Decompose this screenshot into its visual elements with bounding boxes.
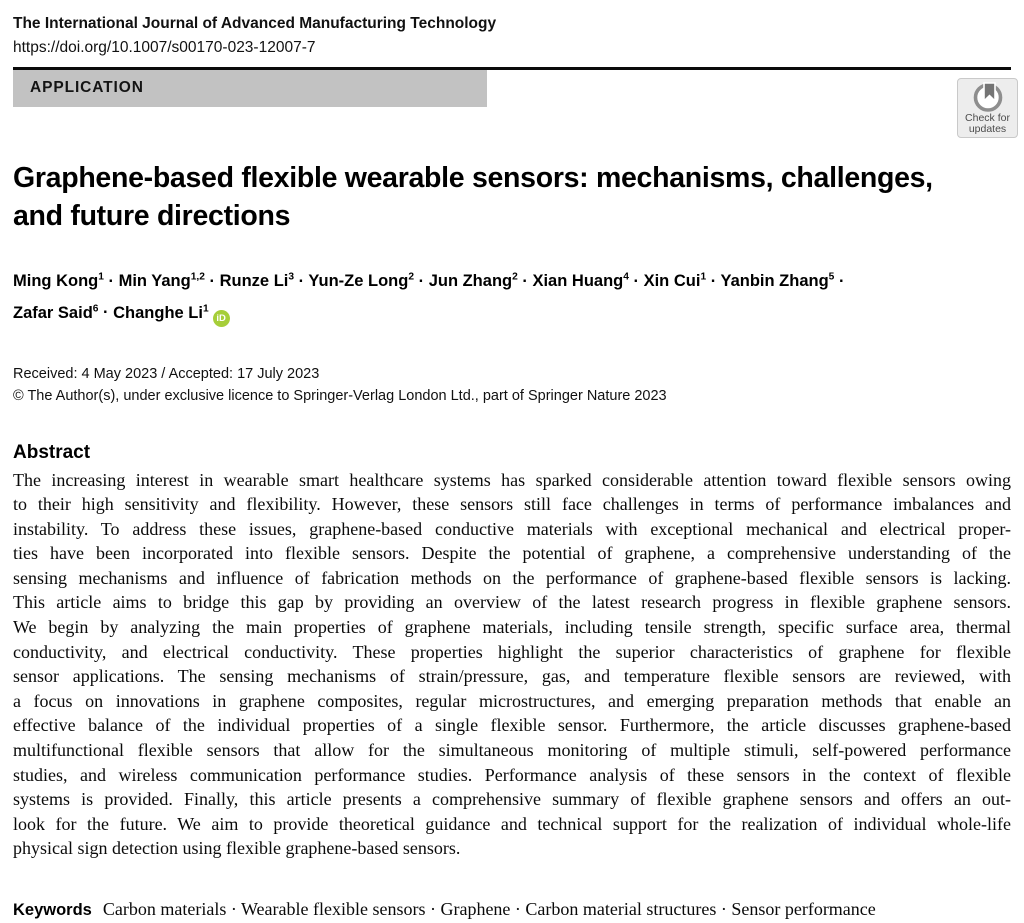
abstract-line: conductivity, and electrical conductivit… — [13, 641, 1011, 662]
abstract-line: studies, and wireless communication perf… — [13, 764, 1011, 785]
keyword-list: Carbon materials · Wearable flexible sen… — [102, 899, 876, 919]
abstract-line: sensing mechanisms and influence of fabr… — [13, 567, 1011, 588]
doi-link[interactable]: https://doi.org/10.1007/s00170-023-12007… — [13, 39, 316, 56]
abstract-line: systems is provided. Finally, this artic… — [13, 789, 1011, 810]
abstract-line: a focus on innovations in graphene compo… — [13, 690, 1011, 711]
article-type-label: APPLICATION — [30, 79, 144, 96]
keywords-section: Keywords Carbon materials · Wearable flex… — [13, 897, 1011, 922]
author: Yun-Ze Long2 — [308, 271, 415, 291]
author-list: Ming Kong1 · Min Yang1,2 · Runze Li3 · Y… — [13, 264, 1011, 327]
abstract-line: This article aims to bridge this gap by … — [13, 592, 1011, 613]
journal-name: The International Journal of Advanced Ma… — [13, 15, 497, 32]
abstract-heading: Abstract — [13, 441, 91, 463]
author: Runze Li3 — [219, 271, 295, 291]
author: Min Yang1,2 — [118, 271, 205, 291]
received-accepted-dates: Received: 4 May 2023 / Accepted: 17 July… — [13, 365, 320, 382]
keywords-label: Keywords — [13, 901, 92, 919]
check-updates-bookmark-icon — [970, 81, 1006, 114]
author: Xin Cui1 — [643, 271, 707, 291]
check-updates-label: Check for updates — [965, 112, 1010, 135]
abstract-line: We begin by analyzing the main propertie… — [13, 617, 1011, 638]
header-divider — [13, 67, 1011, 70]
author: Ming Kong1 — [13, 271, 104, 291]
abstract-line: physical sign detection using flexible g… — [13, 838, 461, 859]
copyright-notice: © The Author(s), under exclusive licence… — [13, 387, 667, 404]
abstract-line: effective balance of the individual prop… — [13, 715, 1011, 736]
abstract-line: The increasing interest in wearable smar… — [13, 469, 1011, 490]
orcid-icon[interactable]: iD — [212, 309, 230, 327]
paper-title: Graphene-based flexible wearable sensors… — [13, 161, 933, 232]
abstract-line: sensor applications. The sensing mechani… — [13, 666, 1011, 687]
abstract-line: multifunctional flexible sensors that al… — [13, 740, 1011, 761]
author: Changhe Li1 — [113, 303, 209, 322]
abstract-text: The increasing interest in wearable smar… — [13, 468, 1011, 862]
author: Xian Huang4 — [532, 271, 629, 291]
abstract-line: to their high sensitivity and flexibilit… — [13, 494, 1011, 515]
abstract-line: instability. To address these issues, gr… — [13, 518, 1011, 539]
author: Zafar Said6 — [13, 303, 99, 322]
article-type-banner: APPLICATION — [13, 69, 487, 107]
abstract-line: ties have been incorporated into flexibl… — [13, 543, 1011, 564]
author: Jun Zhang2 — [428, 271, 518, 291]
check-for-updates-button[interactable]: Check for updates — [957, 78, 1018, 138]
author: Yanbin Zhang5 — [720, 271, 835, 291]
abstract-line: look for the future. We aim to provide t… — [13, 813, 1011, 834]
